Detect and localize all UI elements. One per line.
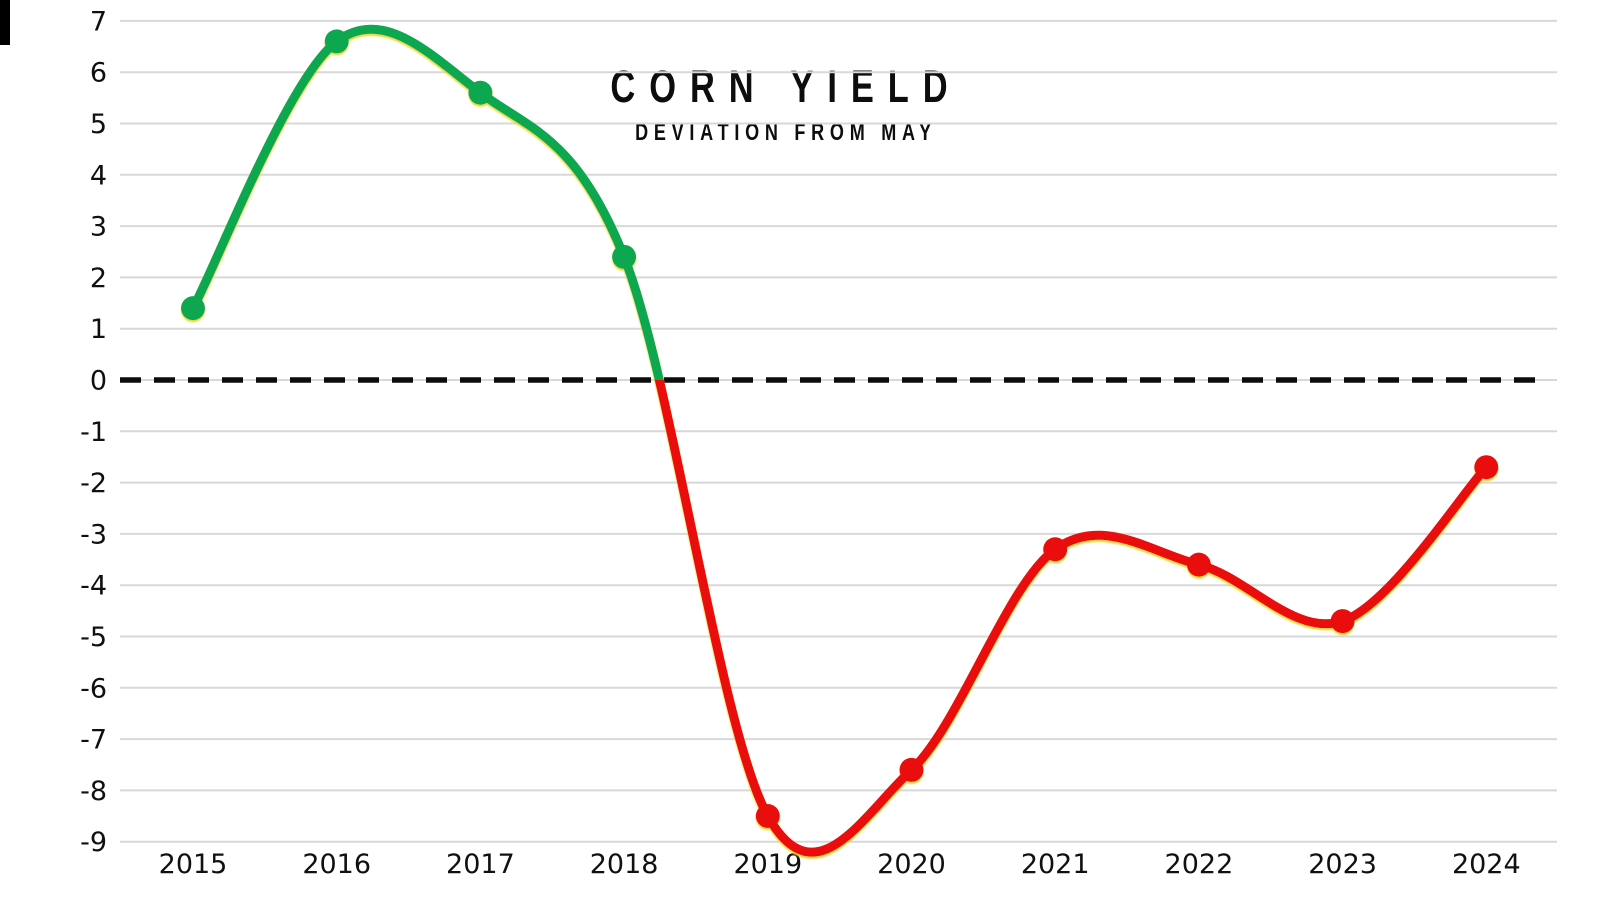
data-point-marker <box>899 757 924 782</box>
y-tick-label: -7 <box>80 725 107 756</box>
y-tick-label: 3 <box>90 212 107 243</box>
y-tick-label: -8 <box>80 776 107 807</box>
data-point-marker <box>755 804 780 829</box>
data-point-marker <box>1186 552 1211 577</box>
data-point-marker <box>324 29 349 54</box>
y-tick-label: -2 <box>80 468 107 499</box>
y-tick-label: 2 <box>90 263 107 294</box>
y-tick-label: -3 <box>80 519 107 550</box>
y-tick-label: -4 <box>80 571 107 602</box>
y-tick-label: 4 <box>90 160 107 191</box>
x-tick-label: 2021 <box>1021 849 1090 880</box>
x-tick-label: 2020 <box>877 849 946 880</box>
y-tick-label: 1 <box>90 314 107 345</box>
x-tick-label: 2019 <box>733 849 802 880</box>
series-line-positive <box>188 24 664 380</box>
data-point-marker <box>1043 537 1068 562</box>
y-tick-label: -9 <box>80 827 107 858</box>
series-line-negative <box>654 380 1491 857</box>
data-point-marker <box>1474 455 1499 480</box>
x-tick-label: 2024 <box>1452 849 1521 880</box>
x-tick-label: 2022 <box>1165 849 1234 880</box>
y-tick-label: 6 <box>90 58 107 89</box>
data-point-marker <box>468 80 493 105</box>
y-tick-label: -1 <box>80 417 107 448</box>
x-tick-label: 2015 <box>159 849 228 880</box>
data-point-marker <box>612 244 637 269</box>
y-tick-label: 0 <box>90 366 107 397</box>
y-tick-label: -6 <box>80 673 107 704</box>
x-tick-label: 2018 <box>590 849 659 880</box>
data-point-marker <box>1330 609 1355 634</box>
y-tick-label: -5 <box>80 622 107 653</box>
y-tick-label: 7 <box>90 6 107 37</box>
data-point-marker <box>181 296 205 321</box>
y-tick-label: 5 <box>90 109 107 140</box>
corner-artifact <box>0 0 10 45</box>
x-tick-label: 2023 <box>1308 849 1377 880</box>
series-group <box>181 24 1499 857</box>
x-tick-label: 2016 <box>302 849 371 880</box>
x-tick-label: 2017 <box>446 849 515 880</box>
